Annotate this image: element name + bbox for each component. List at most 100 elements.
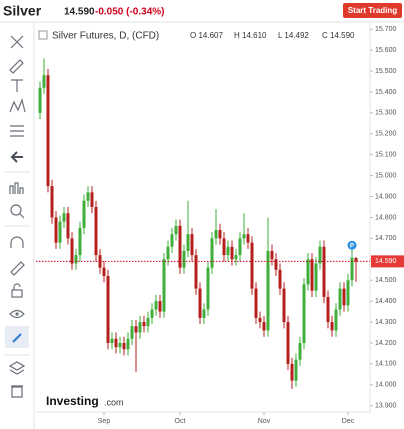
candle-body	[278, 269, 282, 289]
chart-title: Silver Futures, D, (CFD)	[52, 31, 159, 42]
candle-body	[194, 255, 198, 289]
candle-body	[138, 322, 142, 333]
candle-body	[222, 238, 226, 256]
tool-back[interactable]	[10, 151, 23, 163]
candle-body	[302, 284, 306, 343]
candle-body	[166, 246, 170, 260]
candle-body	[254, 288, 258, 318]
change: -0.050 (-0.34%)	[95, 7, 164, 18]
x-tick-label: Sep	[98, 418, 111, 425]
candle-body	[266, 250, 270, 331]
candle-body	[242, 234, 246, 239]
candle-body	[346, 280, 350, 306]
candle-body	[142, 322, 146, 327]
candle-body	[70, 238, 74, 264]
start-trading-button[interactable]: Start Trading	[343, 3, 402, 18]
candle-body	[334, 309, 338, 331]
tool-trash[interactable]	[11, 385, 23, 398]
candle-body	[306, 259, 310, 285]
ohlc-value: C 14.590	[322, 31, 355, 40]
tool-cross[interactable]	[10, 35, 24, 49]
y-tick-label: 15.300	[375, 110, 397, 117]
candle-body	[190, 234, 194, 256]
y-tick-label: 14.900	[375, 193, 397, 200]
last-price-label: 14.590	[375, 258, 397, 265]
y-tick-label: 14.800	[375, 214, 397, 221]
y-tick-label: 14.700	[375, 235, 397, 242]
tool-pen[interactable]	[9, 59, 24, 74]
y-tick-label: 14.300	[375, 319, 397, 326]
candle-body	[262, 322, 266, 331]
chart-legend: Silver Futures, D, (CFD) O 14.607 H 14.61…	[38, 30, 355, 42]
candle-body	[46, 75, 50, 187]
y-tick-label: 15.500	[375, 68, 397, 75]
y-tick-label: 13.900	[375, 403, 397, 410]
candle-body	[90, 192, 94, 207]
y-tick-label: 15.100	[375, 152, 397, 159]
candle-body	[218, 230, 222, 239]
candle-body	[294, 359, 298, 381]
ohlc-value: L 14.492	[278, 31, 309, 40]
candle-body	[246, 234, 250, 243]
candle-body	[122, 342, 126, 350]
tool-measure[interactable]	[9, 182, 24, 194]
candle-body	[50, 186, 54, 218]
toolbar	[4, 35, 30, 398]
candle-body	[126, 338, 130, 350]
tool-eye[interactable]	[9, 309, 25, 319]
candle-body	[134, 326, 138, 333]
candle-body	[62, 213, 66, 222]
y-tick-label: 14.500	[375, 277, 397, 284]
tool-fib[interactable]	[10, 125, 24, 137]
candle-body	[206, 267, 210, 310]
collapse-icon[interactable]	[38, 30, 48, 40]
candle-body	[182, 250, 186, 268]
marker-label: P	[350, 243, 354, 249]
candle-body	[118, 342, 122, 348]
candle-body	[274, 259, 278, 270]
tool-magnet[interactable]	[10, 236, 24, 248]
candle-body	[258, 317, 262, 323]
tool-zoom[interactable]	[10, 204, 25, 219]
candle-body	[110, 338, 114, 343]
x-tick-label: Oct	[175, 418, 186, 425]
candle-body	[114, 338, 118, 348]
candle-body	[102, 267, 106, 277]
candle-body	[78, 227, 82, 256]
candle-body	[330, 322, 334, 331]
tool-layers[interactable]	[8, 361, 26, 375]
tool-pattern[interactable]	[9, 98, 26, 113]
candle-body	[282, 288, 286, 323]
candle-body	[106, 276, 110, 343]
candle-body	[234, 255, 238, 260]
watermark: Investing	[46, 394, 99, 408]
candle-body	[250, 242, 254, 289]
candle-body	[198, 288, 202, 318]
candle-body	[214, 230, 218, 239]
y-tick-label: 15.600	[375, 47, 397, 54]
candle-body	[230, 246, 234, 260]
x-tick-label: Nov	[258, 418, 271, 425]
button-label[interactable]: Start Trading	[348, 6, 397, 15]
candle-body	[310, 259, 314, 291]
candle-body	[174, 225, 178, 235]
marker	[347, 240, 357, 250]
candle-body	[146, 317, 150, 327]
candle-body	[58, 221, 62, 243]
last-price-box	[371, 255, 404, 268]
tool-lock-draw[interactable]	[10, 261, 25, 276]
candle-body	[42, 75, 46, 88]
tool-lock[interactable]	[11, 283, 23, 298]
candle-body	[210, 238, 214, 268]
candle-body	[350, 257, 354, 281]
y-tick-label: 15.400	[375, 89, 397, 96]
candle-body	[342, 288, 346, 306]
candle-body	[186, 234, 190, 251]
candle-body	[94, 206, 98, 256]
candle-body	[290, 363, 294, 381]
tool-text[interactable]	[11, 79, 23, 92]
candle-body	[338, 288, 342, 310]
candle-body	[86, 192, 90, 201]
candle-body	[66, 213, 70, 239]
tool-link[interactable]	[5, 326, 29, 348]
